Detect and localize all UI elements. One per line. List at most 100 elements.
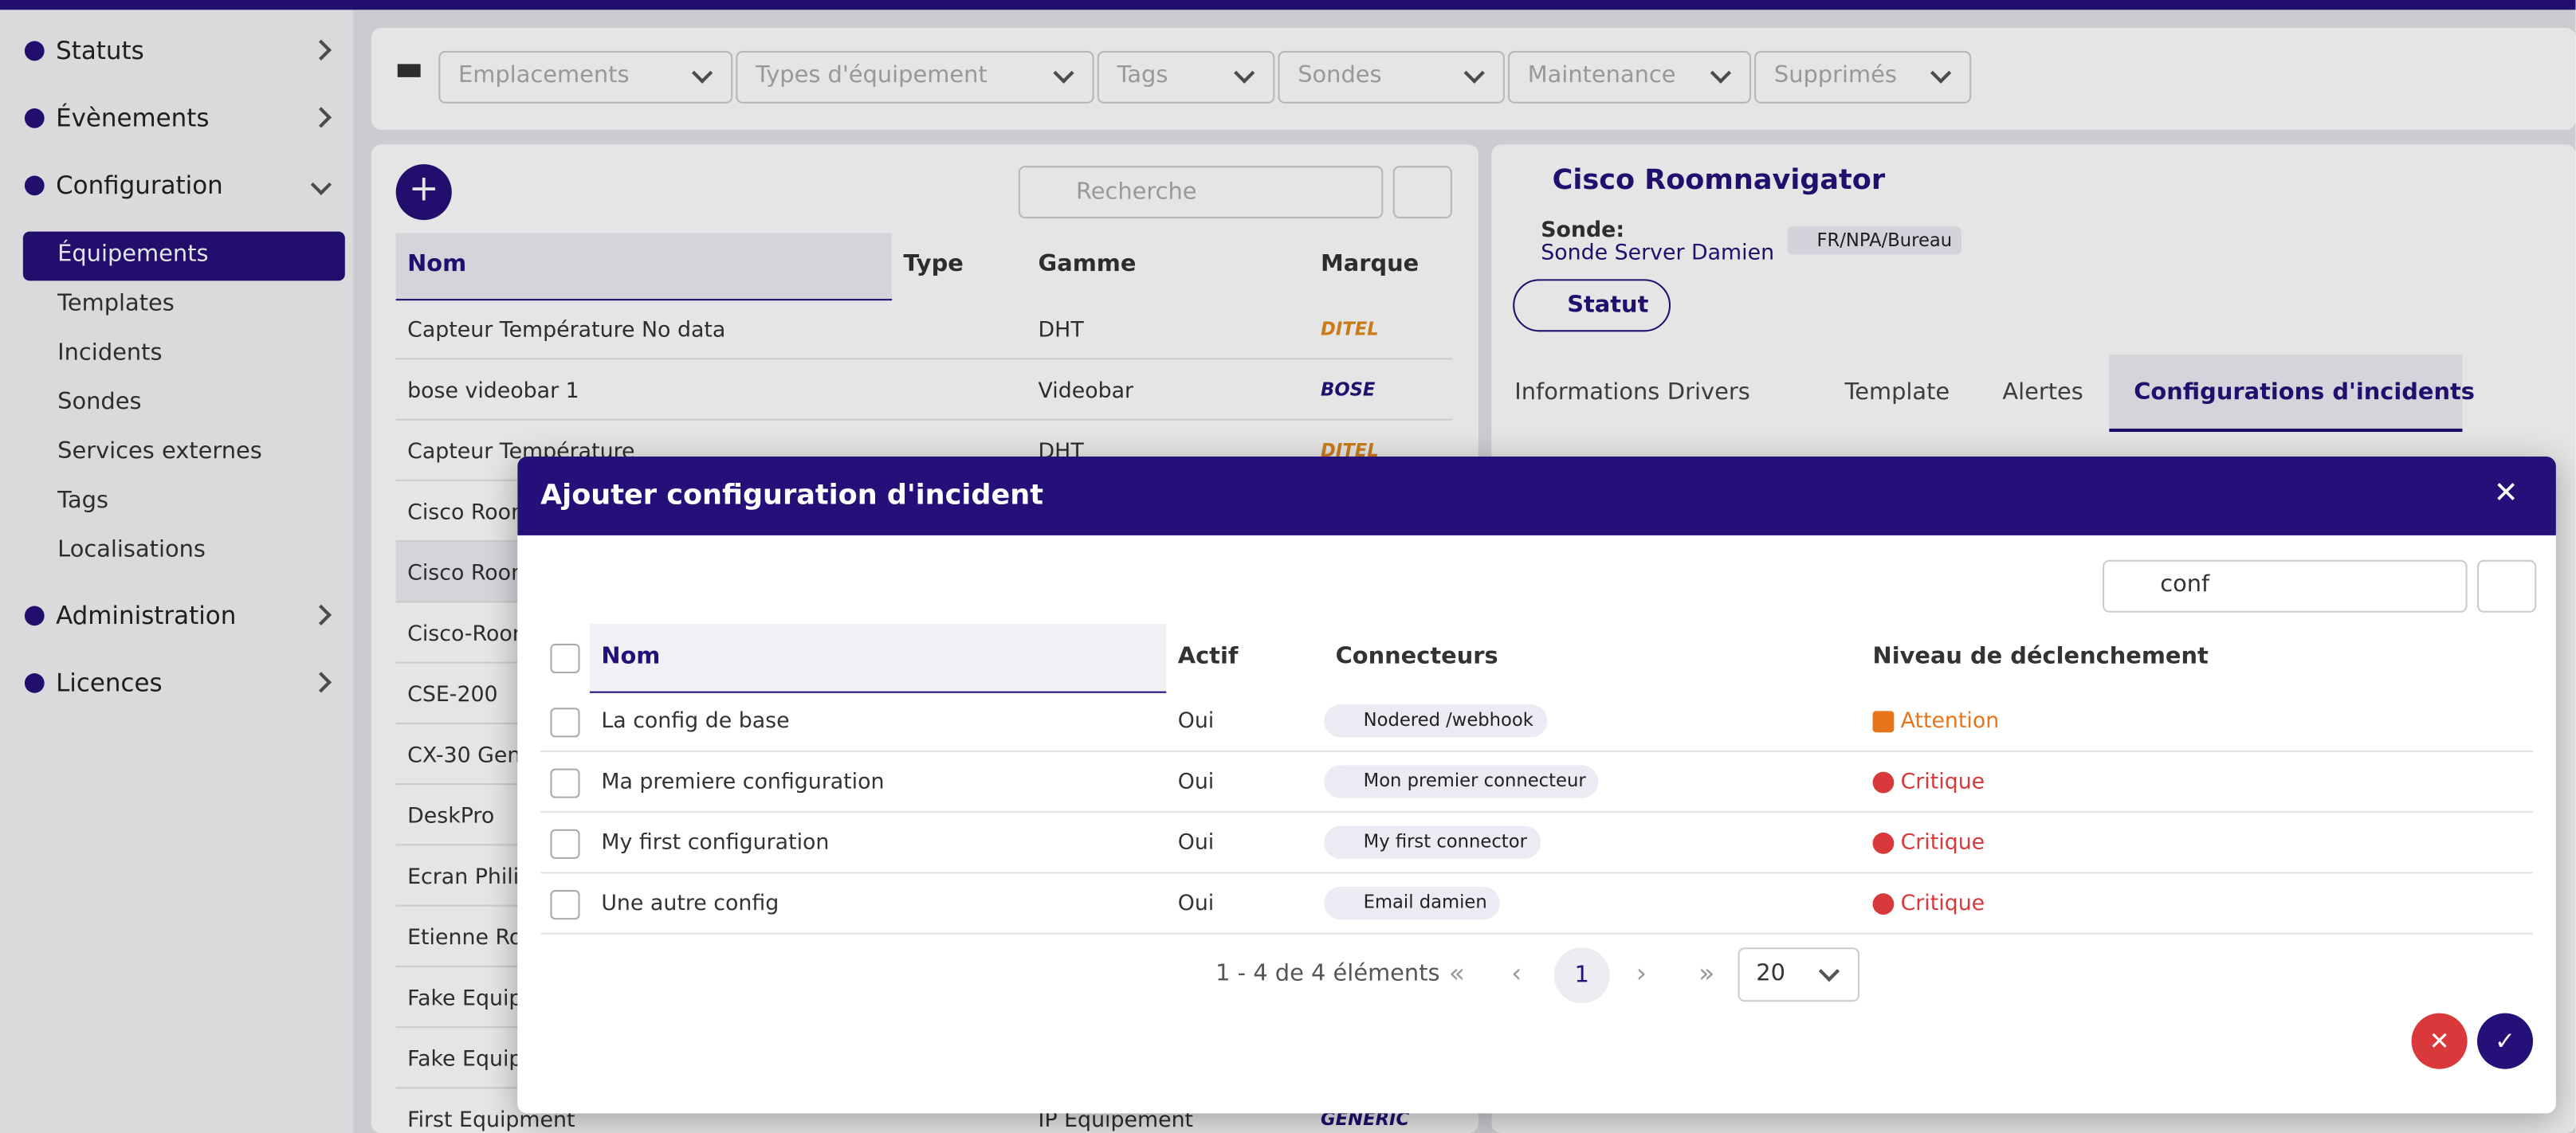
row-checkbox[interactable] (550, 890, 580, 920)
level-icon (1872, 711, 1895, 733)
row-divider (395, 358, 1452, 360)
filter-select[interactable]: Maintenance (1507, 50, 1752, 104)
tab[interactable]: Informations (1514, 379, 1660, 406)
menu-button[interactable] (2476, 559, 2537, 613)
search-placeholder: Recherche (1075, 178, 1197, 206)
header-sort-bg (395, 233, 893, 301)
filter-label: Types d'équipement (756, 62, 988, 89)
nav-item[interactable]: Statuts (56, 36, 144, 66)
nav-icon (24, 41, 45, 61)
search-value: conf (2160, 571, 2210, 598)
tab[interactable]: Configurations d'incidents (2134, 379, 2475, 406)
menu-button[interactable] (1392, 166, 1452, 219)
nav-subitem[interactable]: Incidents (57, 339, 163, 367)
cancel-button[interactable]: ✕ (2411, 1013, 2468, 1069)
connector-pill: Nodered /webhook (1324, 704, 1547, 738)
column-header[interactable]: Type (903, 251, 964, 278)
nav-active (22, 231, 345, 281)
pagination-summary: 1 - 4 de 4 éléments (1215, 960, 1440, 987)
column-header[interactable]: Nom (407, 251, 467, 278)
column-header[interactable]: Connecteurs (1335, 643, 1498, 670)
filter-select[interactable]: Sondes (1278, 50, 1505, 104)
filter-label: Supprimés (1773, 62, 1897, 89)
add-button[interactable]: + (395, 164, 452, 221)
config-name: My first configuration (601, 830, 830, 856)
row-divider (540, 872, 2534, 874)
trigger-level: Critique (1900, 770, 1985, 795)
filter-select[interactable]: Tags (1097, 50, 1275, 104)
row-checkbox[interactable] (550, 829, 580, 859)
nav-subitem[interactable]: Tags (57, 488, 109, 515)
modal-header (517, 456, 2556, 535)
select-all[interactable] (550, 643, 580, 674)
row-checkbox[interactable] (550, 708, 580, 738)
equipment-name[interactable]: Fake Equip (407, 1047, 523, 1072)
page-size[interactable]: 20 (1738, 947, 1860, 1002)
equipment-name[interactable]: DeskPro (407, 804, 495, 829)
column-header[interactable]: Marque (1321, 251, 1420, 278)
tab[interactable]: Alertes (2002, 379, 2083, 406)
equipment-name[interactable]: Etienne Roc (407, 926, 535, 951)
connector-pill: Mon premier connecteur (1324, 765, 1600, 798)
row-checkbox[interactable] (550, 768, 580, 798)
nav-subitem[interactable]: Templates (57, 290, 175, 317)
page-size-value: 20 (1756, 960, 1785, 987)
status-button[interactable]: Statut (1513, 279, 1671, 332)
tab[interactable]: Drivers (1667, 379, 1750, 406)
filter-select[interactable]: Supprimés (1754, 50, 1972, 104)
modal-title: Ajouter configuration d'incident (540, 479, 1043, 513)
confirm-button[interactable]: ✓ (2476, 1013, 2534, 1069)
column-header[interactable]: Nom (601, 643, 661, 670)
brand-logo: BOSE (1321, 379, 1376, 401)
active: Oui (1177, 770, 1215, 795)
nav-subitem[interactable]: Localisations (57, 536, 206, 563)
nav-subitem[interactable]: Sondes (57, 389, 142, 416)
search-input[interactable]: Recherche (1018, 166, 1384, 219)
filter-select[interactable]: Emplacements (438, 50, 733, 104)
equipment-name[interactable]: Capteur Température No data (407, 318, 726, 343)
page-current[interactable]: 1 (1553, 947, 1610, 1004)
filter-label: Maintenance (1527, 62, 1676, 89)
nav-item[interactable]: Configuration (56, 171, 223, 201)
filter-bar: Emplacements Types d'équipement Tags Sondes… (371, 28, 2576, 130)
equipment-name[interactable]: CSE-200 (407, 683, 498, 708)
page-nav[interactable]: « (1448, 957, 1465, 989)
nav-item[interactable]: Évènements (56, 103, 210, 133)
modal-search[interactable]: conf (2103, 559, 2468, 613)
row-divider (540, 750, 2534, 752)
filter-select[interactable]: Types d'équipement (736, 50, 1094, 104)
column-header[interactable]: Niveau de déclenchement (1872, 643, 2209, 670)
column-header[interactable]: Actif (1177, 643, 1239, 670)
nav-subitem[interactable]: Équipements (57, 241, 209, 268)
equipment-name[interactable]: Cisco Room (407, 561, 532, 586)
close-button[interactable]: ✕ (2493, 476, 2519, 511)
active: Oui (1177, 709, 1215, 735)
column-header[interactable]: Gamme (1038, 251, 1137, 278)
equipment-name[interactable]: bose videobar 1 (407, 379, 579, 405)
connector-pill: My first connector (1324, 825, 1541, 859)
connector-pill: Email damien (1324, 886, 1501, 920)
equipment-name[interactable]: Ecran Philip (407, 865, 533, 891)
equipment-name[interactable]: Cisco Room (407, 500, 532, 526)
tab-active (2109, 355, 2463, 433)
equipment-name[interactable]: Cisco-Room (407, 622, 533, 648)
location-badge: FR/NPA/Bureau (1787, 226, 1962, 255)
filter-label: Emplacements (458, 62, 630, 89)
nav-subitem[interactable]: Services externes (57, 438, 262, 465)
nav-item[interactable]: Licences (56, 668, 163, 698)
filter-label: Tags (1117, 62, 1168, 89)
equipment-name[interactable]: CX-30 Gen2 (407, 743, 535, 769)
equipment-name[interactable]: Fake Equip (407, 986, 523, 1012)
page-nav[interactable]: ‹ (1511, 957, 1522, 989)
probe-link[interactable]: Sonde Server Damien (1541, 241, 1775, 266)
nav-item[interactable]: Administration (56, 601, 237, 631)
chevron (1818, 960, 1840, 982)
nav-icon (24, 673, 45, 693)
page-nav[interactable]: » (1698, 957, 1715, 989)
tab[interactable]: Template (1844, 379, 1950, 406)
config-name: La config de base (601, 709, 790, 735)
page-nav[interactable]: › (1636, 957, 1647, 989)
row-divider (540, 811, 2534, 813)
